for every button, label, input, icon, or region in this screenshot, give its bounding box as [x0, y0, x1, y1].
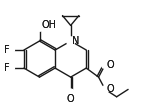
Text: N: N: [72, 36, 79, 46]
Circle shape: [67, 89, 74, 96]
Text: N: N: [72, 36, 79, 46]
Circle shape: [102, 61, 109, 68]
Text: F: F: [4, 63, 10, 73]
Text: OH: OH: [41, 20, 56, 30]
Text: O: O: [106, 84, 114, 94]
Text: O: O: [106, 60, 114, 70]
Text: F: F: [4, 45, 10, 55]
Circle shape: [67, 37, 75, 45]
Text: O: O: [67, 94, 75, 104]
Circle shape: [34, 20, 45, 31]
Text: O: O: [67, 94, 75, 104]
Text: O: O: [106, 60, 114, 70]
Circle shape: [7, 64, 14, 72]
Text: F: F: [4, 45, 10, 55]
Circle shape: [102, 86, 109, 93]
Text: O: O: [106, 84, 114, 94]
Circle shape: [7, 46, 14, 54]
Text: OH: OH: [41, 20, 56, 30]
Text: F: F: [4, 63, 10, 73]
